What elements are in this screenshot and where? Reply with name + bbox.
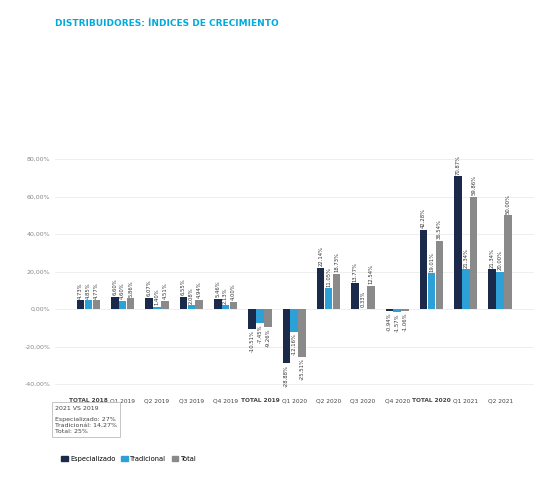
Bar <box>325 288 332 309</box>
Bar <box>470 197 477 309</box>
Bar <box>488 269 496 309</box>
Bar <box>161 300 169 309</box>
Bar <box>85 300 92 309</box>
Bar <box>351 283 359 309</box>
Bar <box>248 309 256 329</box>
Bar <box>180 297 187 309</box>
Legend: Especializado, Tradicional, Total: Especializado, Tradicional, Total <box>58 453 200 465</box>
Text: 11.05%: 11.05% <box>326 267 331 287</box>
Bar <box>111 297 119 309</box>
Text: 6.07%: 6.07% <box>147 280 152 296</box>
Text: 4.00%: 4.00% <box>231 284 236 300</box>
Bar <box>195 300 203 309</box>
Bar <box>504 216 512 309</box>
Text: -7.45%: -7.45% <box>257 324 262 343</box>
Text: -0.94%: -0.94% <box>387 312 392 331</box>
Bar <box>317 267 324 309</box>
Text: 12.54%: 12.54% <box>368 264 373 284</box>
Bar <box>222 305 229 309</box>
Text: -28.88%: -28.88% <box>284 365 289 387</box>
Text: 5.46%: 5.46% <box>215 281 220 298</box>
Text: 36.54%: 36.54% <box>437 219 442 239</box>
Text: -10.51%: -10.51% <box>250 330 255 352</box>
Text: 4.94%: 4.94% <box>197 282 202 299</box>
Text: -9.26%: -9.26% <box>265 328 271 347</box>
Text: -12.16%: -12.16% <box>292 334 297 355</box>
Text: 19.01%: 19.01% <box>429 252 434 272</box>
Text: -25.51%: -25.51% <box>300 359 305 380</box>
Text: -1.57%: -1.57% <box>395 313 400 332</box>
Bar <box>188 305 195 309</box>
Text: 59.86%: 59.86% <box>471 175 476 195</box>
Text: 2021 VS 2019

Especializado: 27%
Tradicionál: 14,27%
Total: 25%: 2021 VS 2019 Especializado: 27% Tradicio… <box>55 406 117 434</box>
Text: 4.77%: 4.77% <box>94 282 99 299</box>
Text: 18.73%: 18.73% <box>334 252 339 273</box>
Bar <box>386 309 393 311</box>
Text: 42.28%: 42.28% <box>421 208 426 228</box>
Text: 70.87%: 70.87% <box>455 155 460 175</box>
Bar <box>454 176 461 309</box>
Text: 21.34%: 21.34% <box>490 248 494 267</box>
Text: 4.51%: 4.51% <box>162 283 167 299</box>
Bar <box>256 309 263 323</box>
Text: 20.00%: 20.00% <box>498 250 503 270</box>
Bar <box>333 274 340 309</box>
Bar <box>298 309 306 357</box>
Text: 1.40%: 1.40% <box>155 288 159 305</box>
Bar <box>92 300 100 309</box>
Text: 0.33%: 0.33% <box>360 291 365 307</box>
Bar <box>264 309 272 326</box>
Text: 4.73%: 4.73% <box>78 282 83 299</box>
Text: DISTRIBUIDORES: ÍNDICES DE CRECIMIENTO: DISTRIBUIDORES: ÍNDICES DE CRECIMIENTO <box>55 19 279 28</box>
Bar <box>283 309 290 363</box>
Bar <box>127 298 134 309</box>
Bar <box>230 301 237 309</box>
Text: 4.85%: 4.85% <box>86 282 91 299</box>
Text: 5.86%: 5.86% <box>128 280 133 297</box>
Text: 13.77%: 13.77% <box>353 262 358 282</box>
Bar <box>436 240 443 309</box>
Bar <box>214 299 222 309</box>
Text: 6.55%: 6.55% <box>181 279 186 295</box>
Text: 22.14%: 22.14% <box>318 246 323 266</box>
Bar <box>496 272 504 309</box>
Bar <box>428 274 435 309</box>
Bar <box>145 298 153 309</box>
Bar <box>153 307 161 309</box>
Bar <box>367 286 375 309</box>
Bar <box>393 309 401 312</box>
Bar <box>119 300 126 309</box>
Text: 6.60%: 6.60% <box>112 278 117 295</box>
Text: 21.34%: 21.34% <box>463 248 468 267</box>
Text: 4.60%: 4.60% <box>120 282 125 299</box>
Bar <box>290 309 298 332</box>
Bar <box>420 230 427 309</box>
Text: 50.00%: 50.00% <box>505 194 510 214</box>
Bar <box>77 300 84 309</box>
Bar <box>462 269 470 309</box>
Text: 2.13%: 2.13% <box>223 287 228 304</box>
Bar <box>402 309 409 311</box>
Text: -1.06%: -1.06% <box>403 312 408 331</box>
Text: 2.08%: 2.08% <box>189 287 194 304</box>
